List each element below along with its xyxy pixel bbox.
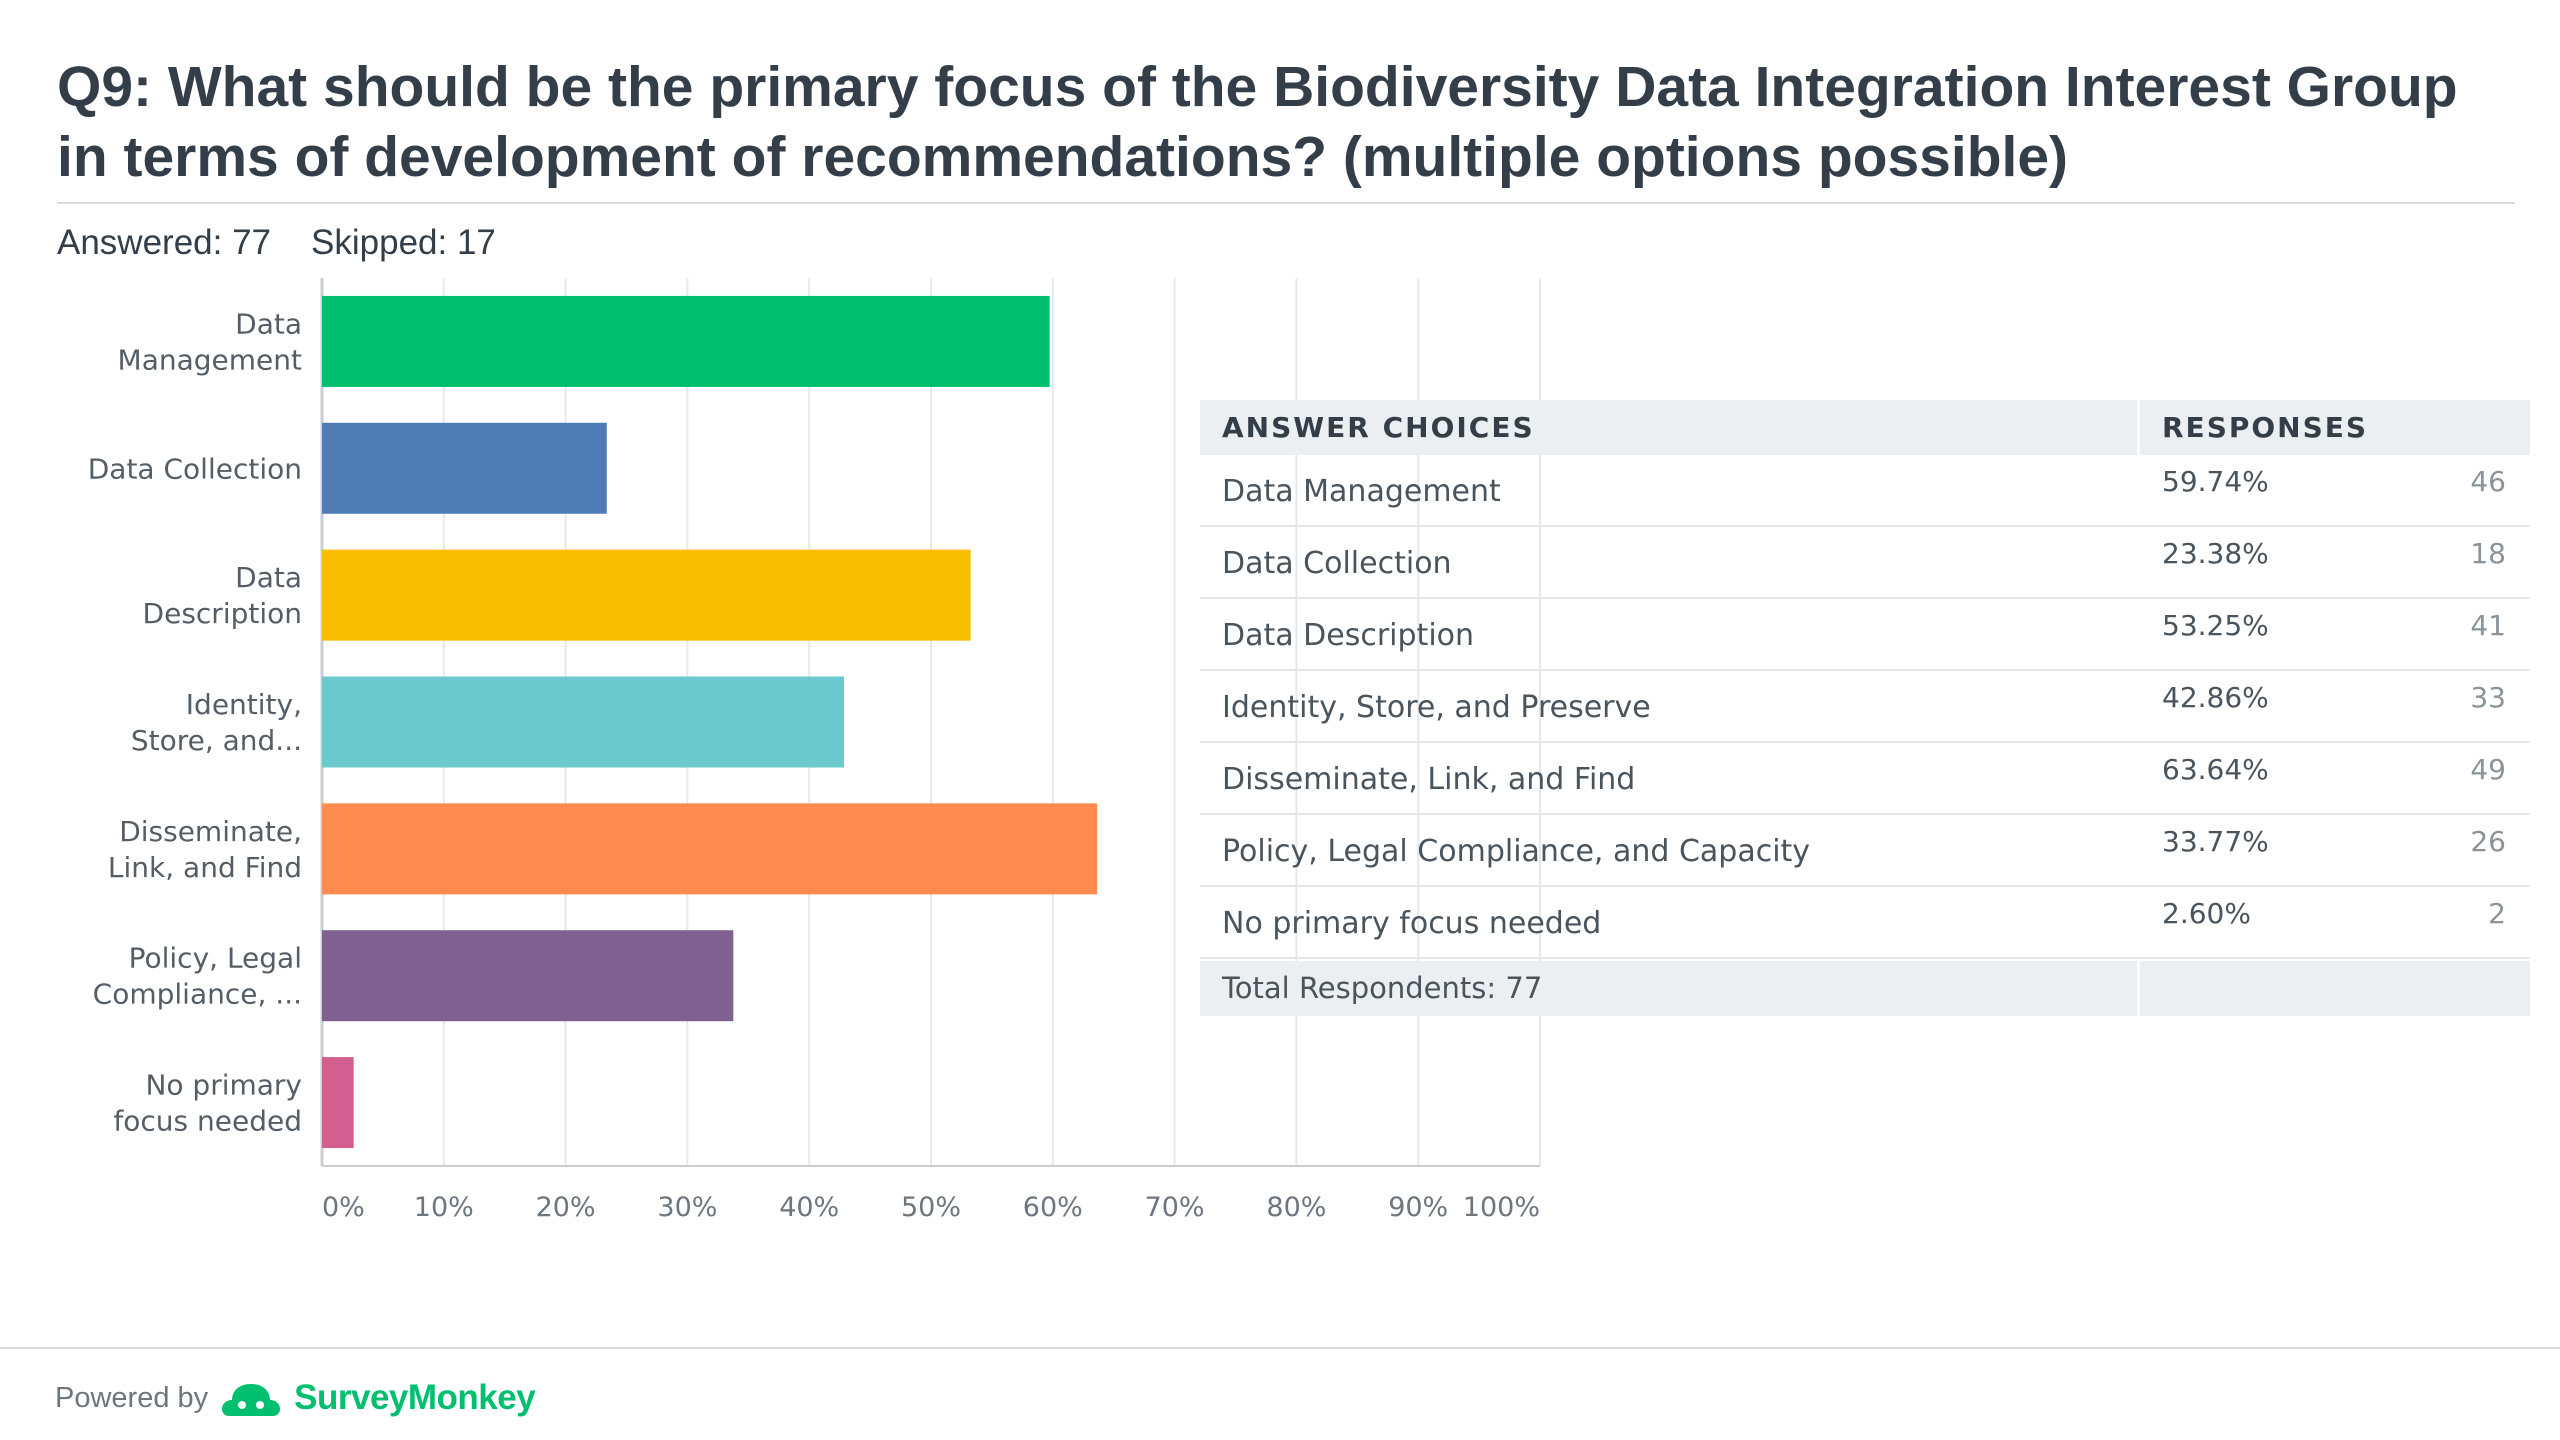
answer-choice-cell: Identity, Store, and Preserve	[1222, 690, 1651, 725]
bar-4[interactable]	[322, 803, 1098, 895]
response-percent: 59.74%	[2162, 465, 2269, 498]
table-row: No primary focus needed 2.60% 2	[1200, 887, 2530, 959]
header-responses: RESPONSES	[2162, 411, 2369, 444]
tick-labels: 0% 10% 20% 30% 40% 50% 60% 70% 80% 90% 100%	[322, 1192, 1540, 1223]
table-body: Data Management 59.74% 46 Data Collection 23…	[1200, 455, 2530, 959]
question-title: Q9: What should be the primary focus of …	[57, 55, 2458, 189]
answered-count: Answered: 77	[57, 223, 272, 262]
header-answer-choices: ANSWER CHOICES	[1200, 400, 2140, 455]
tick-label-70: 70%	[1145, 1192, 1205, 1223]
surveymonkey-logo-icon	[222, 1384, 281, 1416]
tick-label-80: 80%	[1266, 1192, 1326, 1223]
category-label-3-1: Store, and...	[131, 724, 302, 757]
table-row: Data Management 59.74% 46	[1200, 455, 2530, 527]
answer-choice-cell: Data Collection	[1222, 546, 1452, 581]
powered-by-footer[interactable]: Powered by SurveyMonkey	[55, 1375, 536, 1421]
tick-label-90: 90%	[1388, 1192, 1448, 1223]
category-label-5-1: Compliance, ...	[93, 978, 302, 1011]
bar-2[interactable]	[322, 549, 971, 641]
bar-1[interactable]	[322, 422, 607, 514]
response-count: 18	[2470, 537, 2506, 570]
title-divider	[57, 202, 2515, 204]
table-row: Disseminate, Link, and Find 63.64% 49	[1200, 743, 2530, 815]
response-percent: 53.25%	[2162, 609, 2269, 642]
category-label-0-0: Data	[235, 307, 302, 340]
tick-label-20: 20%	[536, 1192, 596, 1223]
table-footer: Total Respondents: 77	[1200, 961, 2530, 1016]
category-label-4-0: Disseminate,	[119, 815, 302, 848]
response-count: 2	[2488, 897, 2506, 930]
bar-0[interactable]	[322, 295, 1050, 387]
category-label-0-1: Management	[118, 343, 302, 376]
answer-choice-cell: No primary focus needed	[1222, 906, 1602, 941]
total-respondents: Total Respondents: 77	[1200, 961, 2140, 1016]
response-count: 46	[2470, 465, 2506, 498]
response-percent: 42.86%	[2162, 681, 2269, 714]
answer-choice-cell: Policy, Legal Compliance, and Capacity	[1222, 834, 1811, 869]
responses-table: ANSWER CHOICES RESPONSES Data Management…	[1200, 400, 2530, 1016]
tick-label-50: 50%	[901, 1192, 961, 1223]
category-label-2-1: Description	[143, 597, 302, 630]
bar-6[interactable]	[322, 1057, 354, 1149]
tick-label-30: 30%	[657, 1192, 717, 1223]
response-percent: 2.60%	[2162, 897, 2251, 930]
brand-name: SurveyMonkey	[294, 1378, 536, 1417]
response-cell: 23.38% 18	[2140, 527, 2530, 597]
response-stats: Answered: 77 Skipped: 17	[57, 218, 496, 268]
table-row: Policy, Legal Compliance, and Capacity 33…	[1200, 815, 2530, 887]
table-row: Identity, Store, and Preserve 42.86% 33	[1200, 671, 2530, 743]
category-label-6-0: No primary	[145, 1069, 302, 1102]
response-percent: 23.38%	[2162, 537, 2269, 570]
category-label-5-0: Policy, Legal	[129, 942, 302, 975]
answer-choice-cell: Data Management	[1222, 474, 1501, 509]
tick-label-60: 60%	[1023, 1192, 1083, 1223]
tick-label-0: 0%	[322, 1192, 365, 1223]
response-percent: 63.64%	[2162, 753, 2269, 786]
response-cell: 33.77% 26	[2140, 815, 2530, 885]
footer-divider	[0, 1347, 2560, 1349]
category-label-4-1: Link, and Find	[108, 851, 302, 884]
category-label-2-0: Data	[235, 561, 302, 594]
answer-choice-cell: Disseminate, Link, and Find	[1222, 762, 1636, 797]
table-row: Data Description 53.25% 41	[1200, 599, 2530, 671]
answer-choice-cell: Data Description	[1222, 618, 1475, 653]
response-cell: 2.60% 2	[2140, 887, 2530, 957]
tick-label-100: 100%	[1463, 1192, 1540, 1223]
response-count: 41	[2470, 609, 2506, 642]
bar-3[interactable]	[322, 676, 845, 768]
category-label-6-1: focus needed	[113, 1105, 302, 1138]
response-count: 26	[2470, 825, 2506, 858]
tick-label-10: 10%	[414, 1192, 474, 1223]
response-count: 33	[2470, 681, 2506, 714]
category-label-1-0: Data Collection	[88, 452, 302, 485]
bar-5[interactable]	[322, 930, 734, 1022]
response-cell: 53.25% 41	[2140, 599, 2530, 669]
category-label-3-0: Identity,	[186, 688, 302, 721]
response-cell: 42.86% 33	[2140, 671, 2530, 741]
bars	[322, 295, 1098, 1149]
powered-by-text: Powered by	[55, 1381, 209, 1414]
response-cell: 59.74% 46	[2140, 455, 2530, 525]
response-count: 49	[2470, 753, 2506, 786]
response-cell: 63.64% 49	[2140, 743, 2530, 813]
skipped-count: Skipped: 17	[311, 223, 496, 262]
table-header: ANSWER CHOICES RESPONSES	[1200, 400, 2530, 455]
table-row: Data Collection 23.38% 18	[1200, 527, 2530, 599]
response-percent: 33.77%	[2162, 825, 2269, 858]
tick-label-40: 40%	[779, 1192, 839, 1223]
